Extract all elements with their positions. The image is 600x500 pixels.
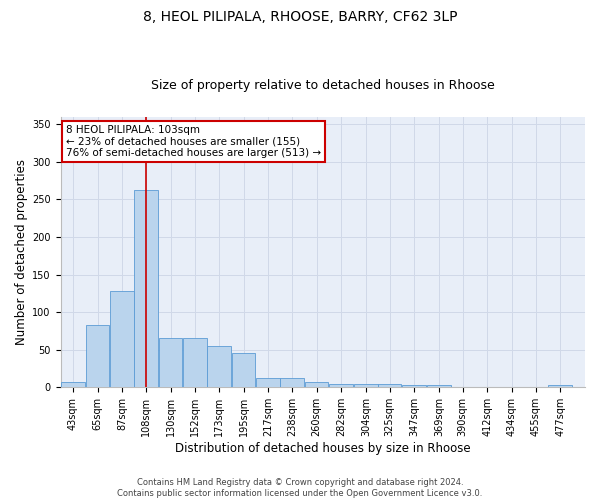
Bar (305, 382, 328, 388)
Bar (280, 378, 304, 388)
Bar (329, 384, 353, 388)
Text: 8 HEOL PILIPALA: 103sqm
← 23% of detached houses are smaller (155)
76% of semi-d: 8 HEOL PILIPALA: 103sqm ← 23% of detache… (66, 125, 321, 158)
Bar (159, 338, 182, 388)
Bar (451, 386, 475, 388)
Bar (427, 385, 451, 388)
X-axis label: Distribution of detached houses by size in Rhoose: Distribution of detached houses by size … (175, 442, 470, 455)
Bar (548, 385, 572, 388)
Bar (354, 384, 378, 388)
Text: 8, HEOL PILIPALA, RHOOSE, BARRY, CF62 3LP: 8, HEOL PILIPALA, RHOOSE, BARRY, CF62 3L… (143, 10, 457, 24)
Bar (61, 382, 85, 388)
Bar (256, 378, 280, 388)
Bar (184, 338, 207, 388)
Bar (110, 291, 134, 388)
Y-axis label: Number of detached properties: Number of detached properties (15, 159, 28, 345)
Title: Size of property relative to detached houses in Rhoose: Size of property relative to detached ho… (151, 79, 494, 92)
Bar (232, 353, 256, 388)
Bar (207, 346, 230, 388)
Bar (134, 190, 158, 388)
Bar (378, 384, 401, 388)
Bar (86, 325, 109, 388)
Text: Contains HM Land Registry data © Crown copyright and database right 2024.
Contai: Contains HM Land Registry data © Crown c… (118, 478, 482, 498)
Bar (403, 385, 426, 388)
